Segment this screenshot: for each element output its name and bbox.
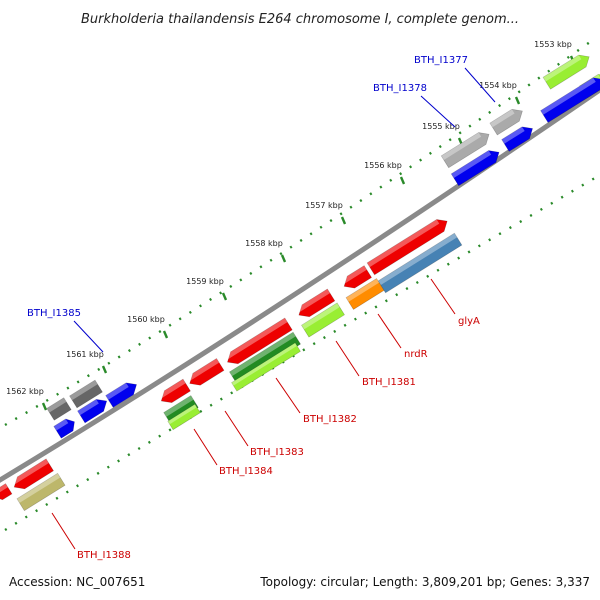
gene-arrow[interactable] xyxy=(16,472,66,512)
gene-arrow[interactable] xyxy=(366,215,451,276)
leader-line xyxy=(430,278,456,315)
gene-arrow[interactable] xyxy=(440,128,493,169)
tick-label: 1559 kbp xyxy=(186,277,224,286)
tick-mark xyxy=(399,176,406,185)
tick-label: 1553 kbp xyxy=(534,40,572,49)
gene-arrow[interactable] xyxy=(501,123,537,152)
leader-line xyxy=(275,377,301,414)
tick-mark xyxy=(41,402,48,411)
gene-arrow[interactable] xyxy=(77,395,111,424)
gene-arrow[interactable] xyxy=(0,483,13,503)
tick-mark xyxy=(162,330,169,339)
inner-tick-line xyxy=(4,173,600,532)
tick-label: 1560 kbp xyxy=(127,315,165,324)
outer-tick-line xyxy=(4,41,591,427)
topology-text: Topology: circular; Length: 3,809,201 bp… xyxy=(259,575,590,589)
tick-label: 1561 kbp xyxy=(66,350,104,359)
tick-label: 1554 kbp xyxy=(479,81,517,90)
gene-arrow[interactable] xyxy=(540,74,600,123)
gene-arrow[interactable] xyxy=(69,379,103,409)
tick-mark xyxy=(340,216,347,225)
tick-mark xyxy=(221,292,228,301)
gene-arrow[interactable] xyxy=(231,342,301,392)
gene-label[interactable]: nrdR xyxy=(404,349,428,360)
gene-arrow[interactable] xyxy=(10,458,54,493)
gene-label[interactable]: BTH_I1385 xyxy=(27,308,81,319)
map-title: Burkholderia thailandensis E264 chromoso… xyxy=(81,12,519,27)
leader-line xyxy=(73,320,104,353)
gene-label[interactable]: glyA xyxy=(458,316,480,327)
gene-arrow[interactable] xyxy=(167,403,201,431)
tick-label: 1557 kbp xyxy=(305,201,343,210)
gene-arrow[interactable] xyxy=(450,146,503,187)
gene-arrow[interactable] xyxy=(340,265,372,293)
leader-line xyxy=(224,410,249,447)
gene-label[interactable]: BTH_I1378 xyxy=(373,83,427,94)
chromosome-backbone xyxy=(0,86,600,483)
leader-line xyxy=(464,67,496,103)
gene-label[interactable]: BTH_I1383 xyxy=(250,447,304,458)
tick-label: 1558 kbp xyxy=(245,239,283,248)
accession-text: Accession: NC_007651 xyxy=(9,575,145,589)
gene-arrow[interactable] xyxy=(163,395,199,425)
tick-label: 1555 kbp xyxy=(422,122,460,131)
gene-arrow[interactable] xyxy=(542,51,593,90)
gene-features xyxy=(0,51,600,512)
gene-arrow[interactable] xyxy=(46,397,72,421)
tick-mark xyxy=(514,96,521,105)
gene-arrow[interactable] xyxy=(295,288,336,321)
leader-line xyxy=(420,95,456,128)
tick-mark xyxy=(101,365,108,374)
leader-line xyxy=(51,512,76,550)
gene-label[interactable]: BTH_I1388 xyxy=(77,550,131,561)
gene-label[interactable]: BTH_I1377 xyxy=(414,55,468,66)
leader-line xyxy=(335,340,360,377)
tick-label: 1556 kbp xyxy=(364,161,402,170)
gene-arrow[interactable] xyxy=(377,232,463,294)
gene-arrow[interactable] xyxy=(105,379,141,408)
gene-label[interactable]: BTH_I1382 xyxy=(303,414,357,425)
gene-labels: BTH_I1377 BTH_I1378 BTH_I1385 glyA nrdR BTH_I… xyxy=(27,55,496,561)
gene-label[interactable]: BTH_I1381 xyxy=(362,377,416,388)
gene-label[interactable]: BTH_I1384 xyxy=(219,466,273,477)
gene-arrow[interactable] xyxy=(223,317,293,368)
gene-arrow[interactable] xyxy=(229,331,301,385)
gene-arrow[interactable] xyxy=(489,105,526,136)
leader-line xyxy=(377,313,402,349)
gene-arrow[interactable] xyxy=(345,278,385,310)
gene-arrow[interactable] xyxy=(186,358,225,390)
tick-label: 1562 kbp xyxy=(6,387,44,396)
gene-arrow[interactable] xyxy=(301,302,345,338)
leader-line xyxy=(193,428,218,466)
gene-arrow[interactable] xyxy=(157,378,191,407)
tick-mark xyxy=(280,254,287,263)
gene-arrow[interactable] xyxy=(53,416,78,439)
